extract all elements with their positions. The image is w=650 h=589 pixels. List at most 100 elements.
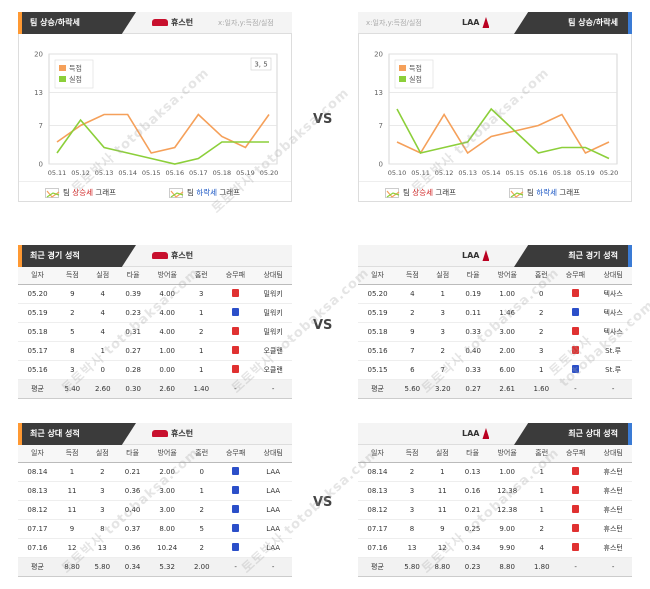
col-allowed: 실점 bbox=[87, 445, 118, 463]
cell-date: 07.17 bbox=[358, 519, 397, 539]
avg-cell: 1.60 bbox=[526, 379, 557, 399]
cell-runs: 12 bbox=[56, 538, 88, 558]
chart-footer-legend: 팀 상승세 그래프 팀 하락세 그래프 bbox=[19, 181, 291, 201]
recent-title: 최근 경기 성적 bbox=[514, 245, 632, 267]
line-swatch-icon bbox=[169, 188, 184, 198]
cell-opponent: 휴스턴 bbox=[594, 500, 632, 520]
cell-era: 4.00 bbox=[148, 322, 187, 342]
cell-hr: 3 bbox=[186, 284, 217, 304]
table-row: 08.14 2 1 0.13 1.00 1 휴스턴 bbox=[358, 462, 632, 482]
x-tick-label: 05.14 bbox=[118, 169, 137, 177]
col-allowed: 실점 bbox=[87, 267, 118, 285]
table-row: 05.20 4 1 0.19 1.00 0 텍사스 bbox=[358, 284, 632, 304]
cell-era: 3.00 bbox=[147, 481, 187, 501]
col-runs: 득점 bbox=[397, 267, 428, 285]
cell-era: 4.00 bbox=[148, 303, 187, 323]
col-allowed: 실점 bbox=[427, 445, 458, 463]
avg-cell: 0.30 bbox=[117, 379, 149, 399]
cell-runs: 13 bbox=[396, 538, 428, 558]
x-tick-label: 05.12 bbox=[71, 169, 90, 177]
avg-cell: 1.40 bbox=[186, 379, 217, 399]
recent-table: 일자 득점 실점 타율 방어율 홈런 승무패 상대팀 05.20 4 1 0.19 1.… bbox=[358, 267, 632, 399]
cell-era: 6.00 bbox=[488, 360, 527, 380]
table-row: 07.17 8 9 0.25 9.00 2 휴스턴 bbox=[358, 519, 632, 539]
team-name: 휴스턴 bbox=[152, 423, 193, 445]
cell-result bbox=[216, 303, 255, 323]
cell-result bbox=[216, 481, 255, 501]
avg-cell: 평균 bbox=[358, 379, 398, 399]
avg-cell: 1.80 bbox=[526, 557, 557, 577]
cell-avg: 0.31 bbox=[117, 322, 149, 342]
col-hr: 홈런 bbox=[186, 445, 217, 463]
avg-cell: 0.23 bbox=[457, 557, 488, 577]
cell-opponent: 휴스턴 bbox=[594, 481, 632, 501]
away-h2h-panel: LAA 최근 상대 성적 일자 득점 실점 타율 방어율 홈런 승무패 상대팀 … bbox=[358, 423, 632, 577]
cell-opponent: LAA bbox=[254, 519, 292, 539]
cell-runs: 3 bbox=[396, 481, 428, 501]
win-badge-icon bbox=[571, 288, 579, 297]
trend-header: 팀 상승/하락세 휴스턴 x:일자,y:득점/실점 bbox=[18, 12, 292, 34]
cell-date: 05.15 bbox=[358, 360, 398, 380]
win-badge-icon bbox=[572, 542, 580, 551]
win-badge-icon bbox=[231, 345, 239, 354]
astros-logo-icon bbox=[152, 252, 168, 259]
y-tick-label: 7 bbox=[39, 122, 43, 130]
cell-era: 2.00 bbox=[488, 341, 527, 361]
cell-date: 08.13 bbox=[18, 481, 57, 501]
cell-allowed: 11 bbox=[427, 500, 458, 520]
cell-date: 08.13 bbox=[358, 481, 397, 501]
cell-avg: 0.36 bbox=[117, 481, 148, 501]
cell-result bbox=[216, 519, 255, 539]
axis-note: x:일자,y:득점/실점 bbox=[366, 19, 422, 27]
line-swatch-icon bbox=[45, 188, 60, 198]
cell-result bbox=[556, 360, 595, 380]
loss-badge-icon bbox=[231, 307, 239, 316]
avg-cell: - bbox=[594, 557, 632, 577]
win-badge-icon bbox=[231, 364, 239, 373]
recent-header: LAA 최근 경기 성적 bbox=[358, 245, 632, 267]
col-avg: 타율 bbox=[457, 445, 488, 463]
cell-hr: 1 bbox=[526, 462, 557, 482]
cell-hr: 1 bbox=[186, 303, 217, 323]
accent-stripe bbox=[628, 245, 632, 267]
cell-avg: 0.28 bbox=[117, 360, 149, 380]
average-row: 평균 8.80 5.80 0.34 5.32 2.00- - bbox=[18, 557, 292, 577]
col-result: 승무패 bbox=[556, 445, 595, 463]
home-trend-panel: 팀 상승/하락세 휴스턴 x:일자,y:득점/실점 0 7 13 20 05.11 05.… bbox=[18, 12, 292, 202]
avg-cell: - bbox=[594, 379, 632, 399]
legend-down: 팀 하락세 그래프 bbox=[509, 187, 580, 198]
cell-era: 1.00 bbox=[488, 284, 527, 304]
cell-hr: 1 bbox=[526, 481, 557, 501]
cell-era: 3.00 bbox=[147, 500, 187, 520]
avg-cell: 2.61 bbox=[488, 379, 527, 399]
cell-era: 4.00 bbox=[148, 284, 187, 304]
avg-cell: 2.60 bbox=[87, 379, 118, 399]
col-hr: 홈런 bbox=[526, 445, 557, 463]
cell-avg: 0.11 bbox=[457, 303, 489, 323]
cell-allowed: 9 bbox=[427, 519, 458, 539]
cell-avg: 0.33 bbox=[457, 360, 489, 380]
cell-hr: 2 bbox=[526, 322, 557, 342]
col-date: 일자 bbox=[18, 445, 57, 463]
cell-era: 10.24 bbox=[147, 538, 187, 558]
cell-era: 1.00 bbox=[487, 462, 527, 482]
cell-date: 08.12 bbox=[358, 500, 397, 520]
cell-opponent: LAA bbox=[254, 538, 292, 558]
cell-date: 05.17 bbox=[18, 341, 58, 361]
x-tick-label: 05.11 bbox=[411, 169, 430, 177]
table-row: 05.18 9 3 0.33 3.00 2 텍사스 bbox=[358, 322, 632, 342]
table-row: 07.16 12 13 0.36 10.24 2 LAA bbox=[18, 538, 292, 558]
cell-allowed: 4 bbox=[87, 284, 118, 304]
team-name: LAA bbox=[462, 423, 490, 445]
astros-logo-icon bbox=[152, 19, 168, 26]
win-badge-icon bbox=[572, 466, 580, 475]
y-tick-label: 13 bbox=[374, 89, 383, 97]
col-era: 방어율 bbox=[148, 267, 187, 285]
cell-date: 07.17 bbox=[18, 519, 57, 539]
win-badge-icon bbox=[571, 326, 579, 335]
cell-avg: 0.36 bbox=[117, 538, 148, 558]
cell-opponent: 오클랜 bbox=[254, 360, 292, 380]
table-row: 05.20 9 4 0.39 4.00 3 밀워키 bbox=[18, 284, 292, 304]
avg-cell: 8.80 bbox=[56, 557, 88, 577]
cell-opponent: 밀워키 bbox=[254, 284, 292, 304]
